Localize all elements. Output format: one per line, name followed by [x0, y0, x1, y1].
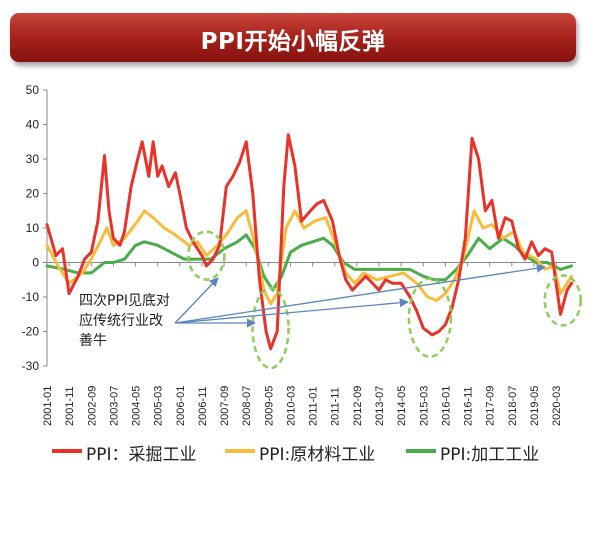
- chart-legend: PPI：采掘工业 PPI:原材料工业 PPI:加工工业: [0, 438, 592, 465]
- legend-swatch-raw: [225, 449, 255, 453]
- y-tick-label: 50: [26, 83, 40, 97]
- trough-highlight-ellipse: [407, 277, 453, 358]
- legend-swatch-processing: [406, 449, 436, 453]
- x-tick-label: 2002-09: [86, 386, 98, 426]
- legend-swatch-mining: [52, 449, 82, 453]
- y-tick-label: 30: [26, 152, 40, 166]
- annotation-arrow: [174, 263, 546, 324]
- x-tick-label: 2011-11: [330, 387, 342, 426]
- x-tick-label: 2001-01: [42, 386, 54, 426]
- y-tick-label: -10: [22, 290, 40, 304]
- x-tick-label: 2004-05: [131, 386, 143, 426]
- x-tick-label: 2013-07: [374, 386, 386, 426]
- series-line-mining: [45, 133, 574, 351]
- chart-annotation: 四次PPI见底对应传统行业改善牛: [79, 293, 171, 349]
- annotation-arrow: [174, 277, 219, 324]
- trough-highlight-ellipse: [543, 274, 582, 327]
- x-tick-label: 2016-11: [463, 386, 475, 426]
- y-tick-label: -30: [22, 359, 40, 373]
- y-tick-label: -20: [22, 325, 40, 339]
- trough-highlight-ellipse: [251, 286, 290, 370]
- annotation-arrow: [174, 298, 409, 324]
- legend-label-processing: PPI:加工工业: [440, 445, 540, 465]
- x-tick-label: 2009-05: [263, 386, 275, 426]
- x-tick-label: 2001-11: [64, 386, 76, 426]
- x-tick-label: 2011-01: [308, 386, 320, 426]
- y-tick-label: 0: [32, 256, 39, 270]
- x-tick-label: 2017-09: [485, 386, 497, 426]
- page-title: PPI开始小幅反弹: [200, 29, 386, 55]
- x-tick-label: 2010-03: [285, 386, 297, 426]
- legend-label-mining: PPI：采掘工业: [86, 445, 197, 465]
- x-tick-label: 2005-03: [153, 386, 165, 426]
- x-tick-label: 2006-01: [175, 386, 187, 426]
- x-tick-label: 2008-07: [241, 386, 253, 426]
- x-tick-label: 2019-05: [529, 386, 541, 426]
- x-tick-label: 2015-03: [418, 386, 430, 426]
- title-banner: PPI开始小幅反弹: [10, 13, 576, 62]
- x-tick-label: 2003-07: [108, 386, 120, 426]
- series-line-raw: [45, 209, 574, 306]
- x-tick-label: 2007-09: [219, 386, 231, 426]
- x-tick-label: 2016-01: [440, 386, 452, 426]
- x-tick-label: 2012-09: [352, 386, 364, 426]
- legend-label-raw: PPI:原材料工业: [259, 445, 376, 465]
- x-tick-label: 2014-05: [396, 386, 408, 426]
- x-tick-label: 2018-07: [507, 386, 519, 426]
- line-chart: 50 40 30 20 10 0 -10 -20 -30 2001-01 2001-11 2002-0…: [22, 83, 582, 426]
- y-tick-label: 10: [26, 221, 40, 235]
- x-tick-label: 2020-03: [551, 386, 563, 426]
- x-tick-label: 2006-11: [197, 386, 209, 426]
- y-tick-label: 20: [26, 187, 40, 201]
- series-line-processing: [45, 233, 574, 292]
- y-tick-label: 40: [26, 118, 40, 132]
- trough-highlight-ellipse: [187, 230, 226, 281]
